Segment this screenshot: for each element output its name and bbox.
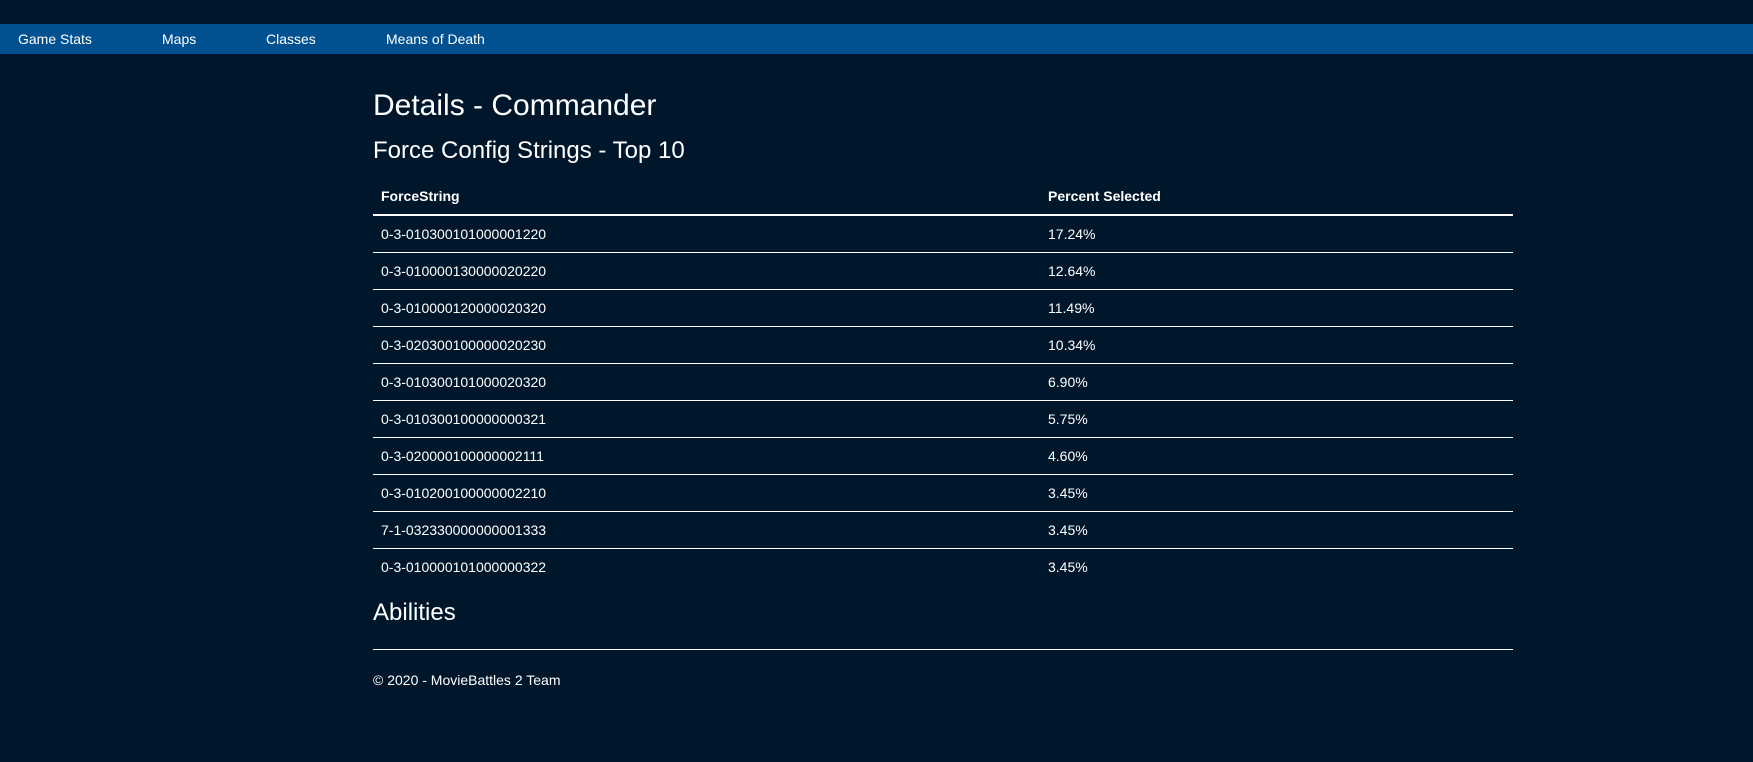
- force-string-cell: 0-3-010300101000020320: [373, 363, 1040, 401]
- force-config-table: ForceString Percent Selected 0-3-0103001…: [373, 178, 1513, 585]
- main-content: Details - Commander Force Config Strings…: [373, 54, 1513, 688]
- navbar: Game Stats Maps Classes Means of Death: [0, 24, 1753, 54]
- table-row: 0-3-010300101000001220 17.24%: [373, 215, 1513, 253]
- force-string-cell: 0-3-010000120000020320: [373, 289, 1040, 327]
- percent-cell: 3.45%: [1040, 511, 1513, 549]
- force-string-cell: 0-3-020300100000020230: [373, 326, 1040, 364]
- force-string-cell: 0-3-010000101000000322: [381, 559, 547, 575]
- header-force-string: ForceString: [373, 178, 1040, 216]
- footer-divider: [373, 649, 1513, 650]
- force-string-cell: 0-3-010300101000001220: [373, 215, 1040, 253]
- percent-cell: 10.34%: [1040, 326, 1513, 364]
- percent-cell: 5.75%: [1040, 400, 1513, 438]
- percent-cell: 6.90%: [1040, 363, 1513, 401]
- table-header-row: ForceString Percent Selected: [373, 178, 1513, 216]
- force-string-cell: 7-1-032330000000001333: [373, 511, 1040, 549]
- nav-means-of-death[interactable]: Means of Death: [386, 31, 485, 47]
- percent-cell: 4.60%: [1040, 437, 1513, 475]
- table-row: 0-3-010000101000000322 3.45%: [373, 549, 1513, 586]
- table-row: 0-3-010000120000020320 11.49%: [373, 289, 1513, 327]
- table-row: 0-3-010300101000020320 6.90%: [373, 363, 1513, 401]
- nav-maps[interactable]: Maps: [162, 31, 197, 47]
- force-string-cell: 0-3-020000100000002111: [373, 437, 1040, 475]
- nav-classes[interactable]: Classes: [266, 31, 316, 47]
- force-string-cell: 0-3-010000130000020220: [373, 252, 1040, 290]
- header-percent-selected: Percent Selected: [1040, 178, 1513, 216]
- table-row: 0-3-020300100000020230 10.34%: [373, 326, 1513, 364]
- table-row: 0-3-020000100000002111 4.60%: [373, 437, 1513, 475]
- abilities-heading: Abilities: [373, 599, 456, 626]
- percent-cell: 17.24%: [1040, 215, 1513, 253]
- percent-cell: 3.45%: [1040, 474, 1513, 512]
- page-title: Details - Commander: [373, 89, 657, 122]
- percent-cell: 11.49%: [1040, 289, 1513, 327]
- percent-cell: 3.45%: [1048, 559, 1088, 575]
- footer-text: © 2020 - MovieBattles 2 Team: [373, 672, 561, 688]
- table-row: 0-3-010300100000000321 5.75%: [373, 400, 1513, 438]
- force-string-cell: 0-3-010300100000000321: [373, 400, 1040, 438]
- force-string-cell: 0-3-010200100000002210: [373, 474, 1040, 512]
- table-row: 7-1-032330000000001333 3.45%: [373, 511, 1513, 549]
- top-strip: [0, 0, 1753, 24]
- force-config-heading: Force Config Strings - Top 10: [373, 137, 685, 164]
- table-row: 0-3-010000130000020220 12.64%: [373, 252, 1513, 290]
- nav-game-stats[interactable]: Game Stats: [18, 31, 92, 47]
- percent-cell: 12.64%: [1040, 252, 1513, 290]
- table-row: 0-3-010200100000002210 3.45%: [373, 474, 1513, 512]
